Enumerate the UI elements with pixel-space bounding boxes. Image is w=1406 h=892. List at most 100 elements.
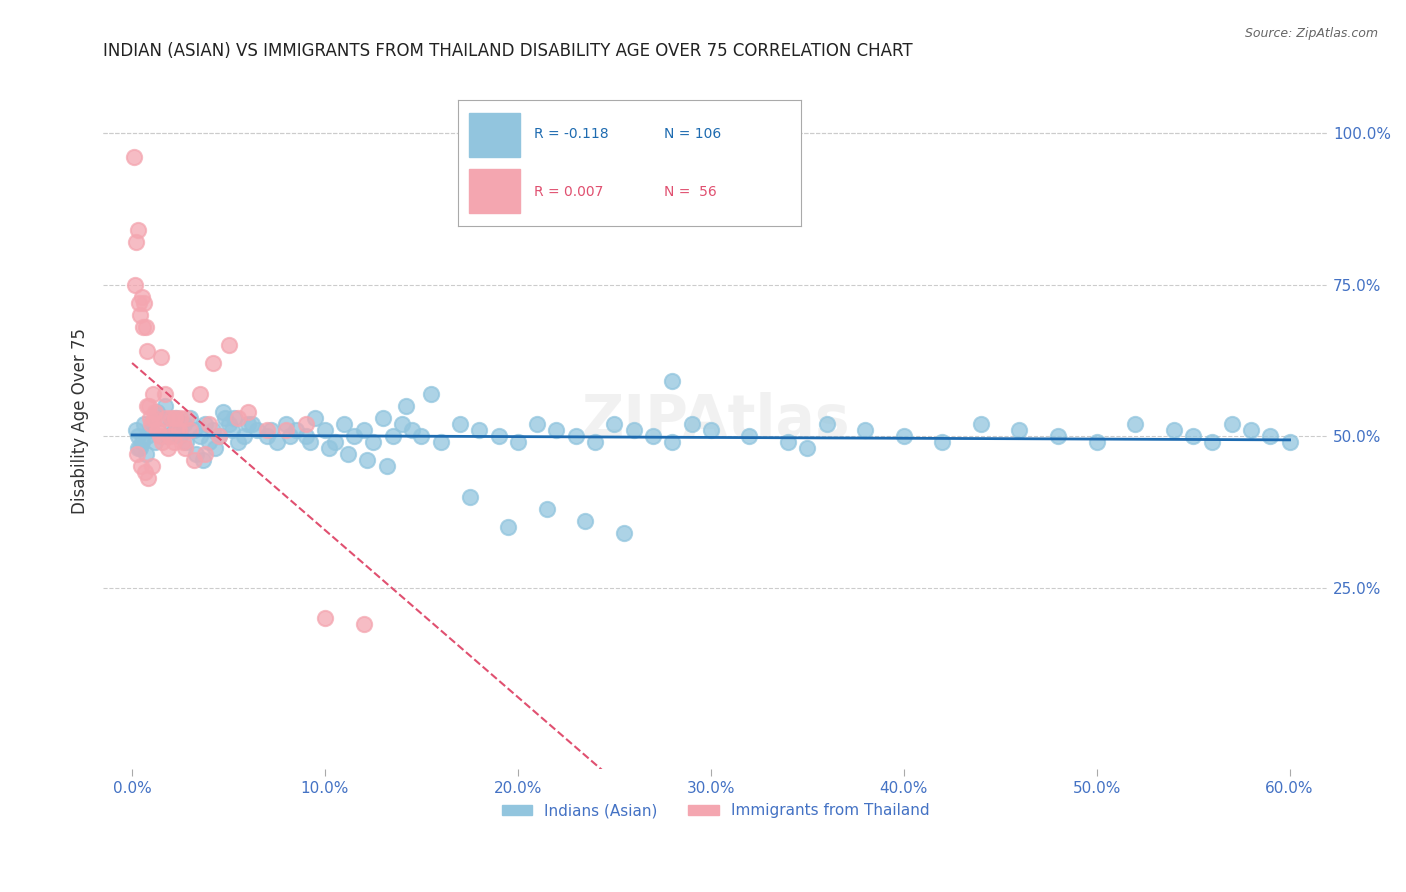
Point <box>411 429 433 443</box>
Point <box>150 410 173 425</box>
Point <box>159 417 181 431</box>
Point <box>150 350 173 364</box>
Point <box>233 429 256 443</box>
Point <box>221 423 243 437</box>
Point <box>395 399 418 413</box>
Point <box>1278 435 1301 450</box>
Point <box>141 459 163 474</box>
Point <box>174 441 197 455</box>
Point <box>226 435 249 450</box>
Point <box>536 501 558 516</box>
Point <box>125 423 148 437</box>
Point <box>970 417 993 431</box>
Point <box>278 429 301 443</box>
Point <box>337 447 360 461</box>
Point <box>188 429 211 443</box>
Point <box>179 423 201 437</box>
Point <box>603 417 626 431</box>
Point <box>1047 429 1070 443</box>
Point <box>429 435 451 450</box>
Point <box>488 429 510 443</box>
Point <box>208 429 231 443</box>
Point <box>135 344 157 359</box>
Point <box>218 417 240 431</box>
Point <box>136 399 159 413</box>
Point <box>565 429 588 443</box>
Point <box>304 410 326 425</box>
Point <box>211 405 233 419</box>
Point <box>132 417 155 431</box>
Point <box>179 410 201 425</box>
Point <box>276 423 298 437</box>
Point <box>141 423 163 437</box>
Point <box>526 417 548 431</box>
Point <box>1240 423 1263 437</box>
Point <box>165 410 187 425</box>
Point <box>506 435 529 450</box>
Point <box>356 453 378 467</box>
Point <box>218 338 240 352</box>
Point <box>323 435 346 450</box>
Point <box>128 295 150 310</box>
Text: INDIAN (ASIAN) VS IMMIGRANTS FROM THAILAND DISABILITY AGE OVER 75 CORRELATION CH: INDIAN (ASIAN) VS IMMIGRANTS FROM THAILA… <box>103 42 912 60</box>
Point <box>583 435 606 450</box>
Point <box>458 490 481 504</box>
Point <box>240 417 263 431</box>
Point <box>333 417 356 431</box>
Legend: Indians (Asian), Immigrants from Thailand: Indians (Asian), Immigrants from Thailan… <box>495 797 936 824</box>
Point <box>136 429 159 443</box>
Point <box>853 423 876 437</box>
Point <box>468 423 491 437</box>
Point <box>294 429 316 443</box>
Point <box>174 435 197 450</box>
Point <box>150 435 173 450</box>
Point <box>401 423 423 437</box>
Y-axis label: Disability Age Over 75: Disability Age Over 75 <box>72 328 89 514</box>
Point <box>343 429 366 443</box>
Point <box>162 435 184 450</box>
Point <box>1258 429 1281 443</box>
Point <box>183 423 205 437</box>
Point <box>496 520 519 534</box>
Point <box>153 399 176 413</box>
Point <box>1008 423 1031 437</box>
Point <box>193 453 215 467</box>
Point <box>661 375 683 389</box>
Point <box>893 429 915 443</box>
Point <box>266 435 288 450</box>
Point <box>146 405 169 419</box>
Point <box>1163 423 1185 437</box>
Point <box>146 423 169 437</box>
Point <box>131 290 153 304</box>
Point <box>260 423 283 437</box>
Text: Source: ZipAtlas.com: Source: ZipAtlas.com <box>1244 27 1378 40</box>
Point <box>198 417 221 431</box>
Point <box>375 459 398 474</box>
Point <box>149 429 172 443</box>
Point <box>285 423 308 437</box>
Point <box>124 277 146 292</box>
Point <box>127 429 149 443</box>
Point <box>391 417 413 431</box>
Point <box>153 386 176 401</box>
Point <box>661 435 683 450</box>
Point <box>169 410 191 425</box>
Point <box>134 466 156 480</box>
Point <box>1085 435 1108 450</box>
Point <box>546 423 568 437</box>
Point <box>353 423 375 437</box>
Point <box>194 447 217 461</box>
Point <box>125 235 148 249</box>
Point <box>204 441 226 455</box>
Point <box>184 447 207 461</box>
Point <box>202 356 225 370</box>
Point <box>681 417 703 431</box>
Point <box>613 526 636 541</box>
Point <box>188 386 211 401</box>
Point <box>173 417 195 431</box>
Point <box>700 423 723 437</box>
Point <box>122 150 145 164</box>
Point <box>1123 417 1146 431</box>
Point <box>194 417 217 431</box>
Point <box>131 320 153 334</box>
